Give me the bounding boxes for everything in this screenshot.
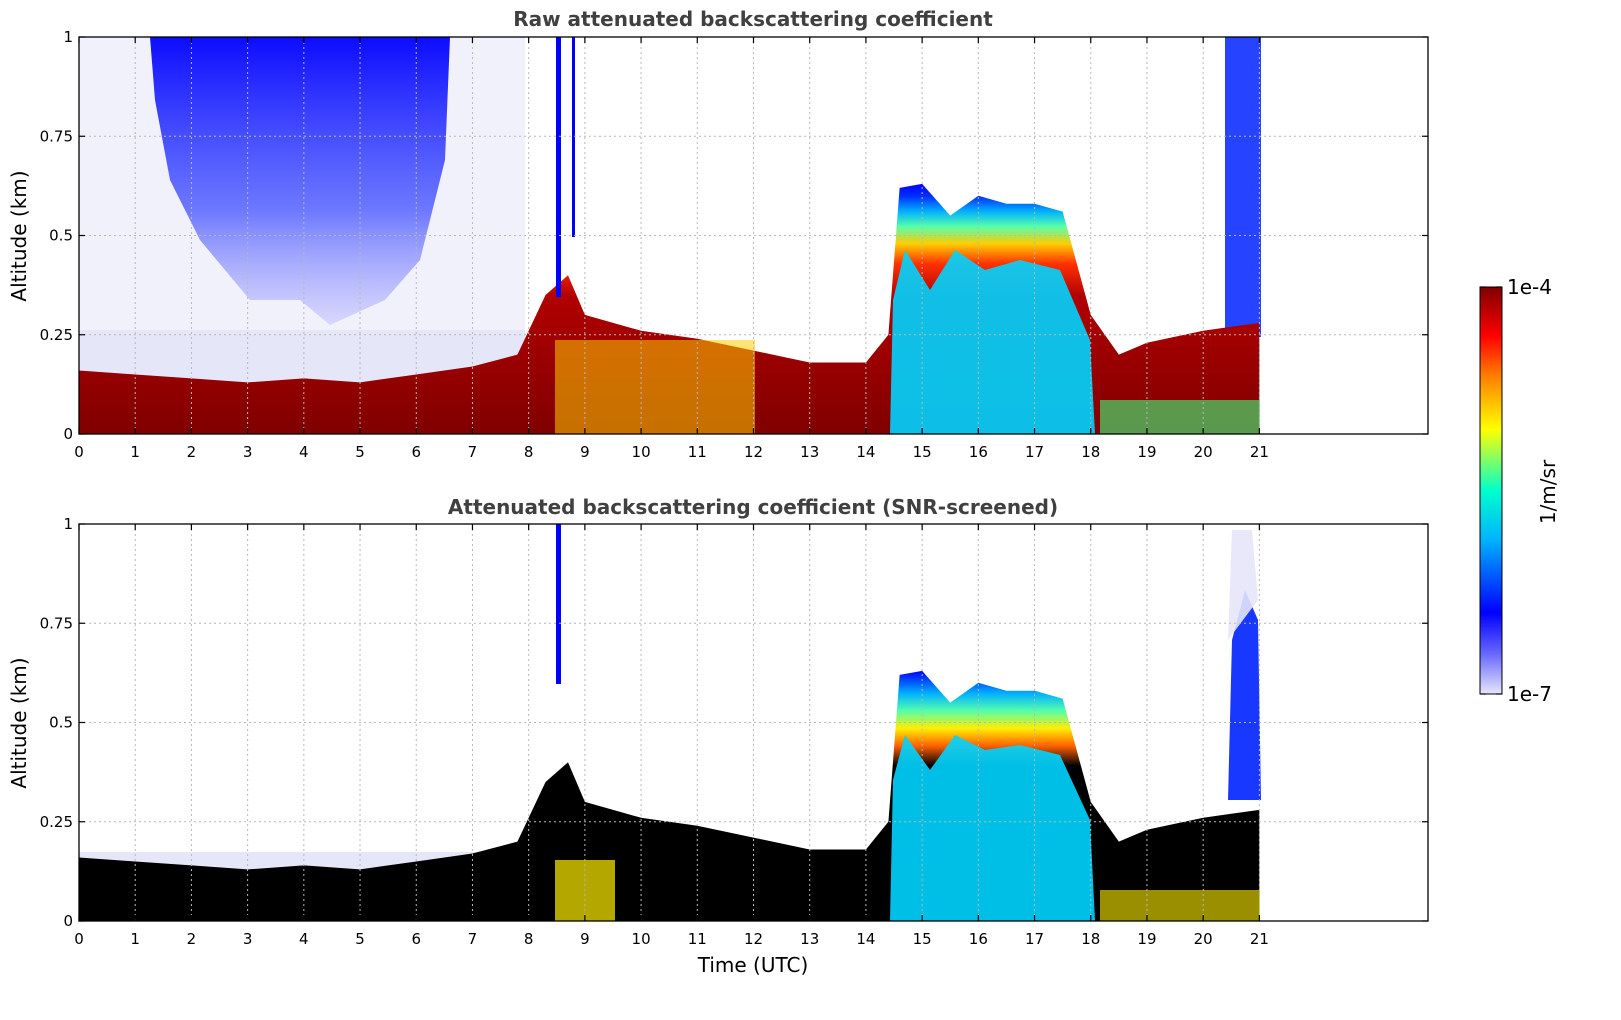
x-tick-label: 11 xyxy=(688,930,707,948)
y-axis: 0 0.25 0.5 0.75 1 xyxy=(40,515,1428,930)
panel-title: Attenuated backscattering coefficient (S… xyxy=(448,495,1058,519)
panel-title: Raw attenuated backscattering coefficien… xyxy=(513,7,993,31)
x-tick-label: 6 xyxy=(411,443,421,461)
x-tick-label: 8 xyxy=(524,930,534,948)
x-tick-label: 15 xyxy=(913,443,932,461)
y-axis-label: Altitude (km) xyxy=(7,657,31,788)
x-axis-label: Time (UTC) xyxy=(697,953,809,977)
x-tick-label: 21 xyxy=(1250,930,1269,948)
x-tick-label: 0 xyxy=(74,930,84,948)
y-tick-label: 0.5 xyxy=(49,227,73,245)
x-tick-label: 2 xyxy=(187,443,197,461)
cloud-spike xyxy=(572,37,575,237)
x-tick-label: 7 xyxy=(468,443,478,461)
x-tick-label: 13 xyxy=(800,443,819,461)
x-tick-label: 17 xyxy=(1025,443,1044,461)
aerosol-layer xyxy=(1228,530,1258,640)
x-tick-label: 1 xyxy=(130,443,140,461)
x-tick-label: 8 xyxy=(524,443,534,461)
x-tick-label: 16 xyxy=(969,930,988,948)
x-tick-label: 12 xyxy=(744,930,763,948)
x-tick-label: 4 xyxy=(299,443,309,461)
x-tick-label: 7 xyxy=(468,930,478,948)
x-tick-label: 6 xyxy=(411,930,421,948)
y-tick-label: 0.25 xyxy=(40,326,73,344)
x-tick-label: 5 xyxy=(355,443,365,461)
x-tick-label: 1 xyxy=(130,930,140,948)
aerosol-layer xyxy=(1228,590,1261,800)
colorbar-label: 1/m/sr xyxy=(1536,459,1560,524)
x-tick-label: 19 xyxy=(1137,930,1156,948)
x-tick-label: 10 xyxy=(632,930,651,948)
x-tick-label: 16 xyxy=(969,443,988,461)
convective-core xyxy=(890,735,1095,921)
x-tick-label: 14 xyxy=(856,443,875,461)
gridlines xyxy=(79,524,1428,921)
noise-region xyxy=(150,37,450,325)
x-tick-label: 9 xyxy=(580,930,590,948)
panel-raw: Raw attenuated backscattering coefficien… xyxy=(7,7,1429,461)
x-tick-label: 15 xyxy=(913,930,932,948)
x-tick-label: 18 xyxy=(1081,930,1100,948)
x-tick-label: 0 xyxy=(74,443,84,461)
surface-layer xyxy=(555,340,755,434)
x-tick-label: 2 xyxy=(187,930,197,948)
x-tick-label: 19 xyxy=(1137,443,1156,461)
y-tick-label: 0 xyxy=(63,425,73,443)
convective-core xyxy=(890,250,1095,434)
cloud-spike xyxy=(556,524,561,684)
cloud-spike xyxy=(556,37,561,297)
y-tick-label: 0 xyxy=(63,912,73,930)
x-tick-label: 18 xyxy=(1081,443,1100,461)
heatmap-layer xyxy=(79,37,1261,434)
surface-layer xyxy=(1100,890,1260,921)
x-tick-label: 20 xyxy=(1194,443,1213,461)
surface-layer xyxy=(1100,400,1260,434)
x-tick-label: 20 xyxy=(1194,930,1213,948)
colorbar: 1e-4 1e-7 1/m/sr xyxy=(1479,275,1560,706)
x-tick-label: 9 xyxy=(580,443,590,461)
y-axis-label: Altitude (km) xyxy=(7,170,31,301)
y-tick-label: 0.25 xyxy=(40,813,73,831)
colorbar-max-label: 1e-4 xyxy=(1507,275,1552,299)
x-tick-label: 10 xyxy=(632,443,651,461)
x-tick-label: 14 xyxy=(856,930,875,948)
x-tick-label: 5 xyxy=(355,930,365,948)
x-axis: 0 1 2 3 4 5 6 7 8 9 10 11 12 13 14 15 16 17 18 19 20 21 xyxy=(74,37,1269,461)
y-tick-label: 1 xyxy=(63,515,73,533)
y-tick-label: 0.75 xyxy=(40,127,73,145)
x-tick-label: 11 xyxy=(688,443,707,461)
y-tick-label: 0.75 xyxy=(40,614,73,632)
x-tick-label: 13 xyxy=(800,930,819,948)
heatmap-layer xyxy=(79,524,1261,921)
y-axis: 0 0.25 0.5 0.75 1 xyxy=(40,28,1428,443)
x-tick-label: 3 xyxy=(243,930,253,948)
x-tick-label: 21 xyxy=(1250,443,1269,461)
x-tick-label: 3 xyxy=(243,443,253,461)
x-tick-label: 4 xyxy=(299,930,309,948)
x-axis: 0 1 2 3 4 5 6 7 8 9 10 11 12 13 14 15 16 17 18 19 20 21 xyxy=(74,524,1269,948)
gridlines xyxy=(79,37,1428,434)
y-tick-label: 1 xyxy=(63,28,73,46)
noise-region xyxy=(1225,37,1261,337)
y-tick-label: 0.5 xyxy=(49,714,73,732)
x-tick-label: 17 xyxy=(1025,930,1044,948)
panel-screened: Attenuated backscattering coefficient (S… xyxy=(7,495,1429,977)
x-tick-label: 12 xyxy=(744,443,763,461)
colorbar-min-label: 1e-7 xyxy=(1507,682,1552,706)
colorbar-scale xyxy=(1479,286,1503,695)
